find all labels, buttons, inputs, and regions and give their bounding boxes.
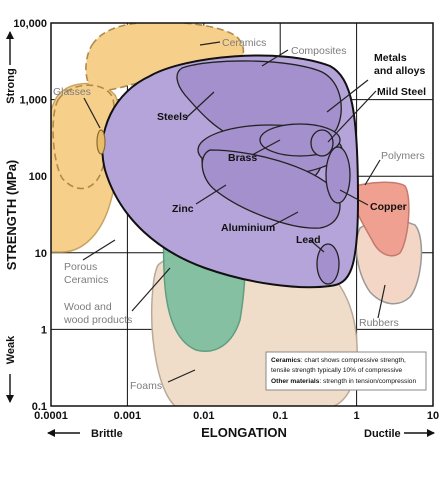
label-composites: Composites (291, 45, 346, 57)
y-tick-label: 1,000 (19, 95, 47, 107)
label-foams: Foams (130, 380, 162, 392)
x-tick-label: 0.01 (193, 410, 214, 422)
note-box: Ceramics: chart shows compressive streng… (265, 351, 427, 391)
x-brittle-label: Brittle (91, 428, 123, 440)
x-axis-title: ELONGATION (201, 425, 287, 440)
region-aluminium (201, 149, 341, 229)
plot-frame (50, 22, 434, 407)
label-copper: Copper (370, 201, 407, 213)
leader-lines (82, 41, 386, 383)
x-tick-label: 10 (427, 410, 439, 422)
region-ceramics (85, 23, 245, 92)
label-glasses: Glasses (53, 86, 91, 98)
y-tick-label: 100 (29, 171, 47, 183)
region-mild-steel (310, 129, 334, 157)
label-mild-steel: Mild Steel (377, 86, 426, 98)
label-brass: Brass (228, 152, 257, 164)
label-metals-and-alloys: Metals and alloys (374, 52, 426, 77)
y-tick-label: 10,000 (13, 18, 47, 30)
label-wood: Wood and wood products (63, 301, 132, 326)
svg-text:Other materials: strength in t: Other materials: strength in tension/com… (271, 378, 416, 385)
region-glasses-dot (96, 129, 106, 155)
region-glasses (52, 84, 115, 190)
label-steels: Steels (157, 111, 188, 123)
y-tick-labels: 0.1 1 10 100 1,000 10,000 (13, 18, 47, 413)
svg-text:Ceramics: chart shows compress: Ceramics: chart shows compressive streng… (271, 357, 406, 364)
note-ceramics-text-2: tensile strength typically 10% of compre… (271, 367, 403, 374)
region-lead (316, 243, 340, 285)
y-weak-label: Weak (5, 335, 17, 364)
note-other-label: Other materials (271, 378, 320, 385)
label-polymers: Polymers (381, 150, 425, 162)
label-aluminium: Aluminium (221, 222, 275, 234)
y-axis-title: STRENGTH (MPa) (4, 160, 19, 271)
x-tick-label: 0.0001 (34, 410, 68, 422)
y-strong-label: Strong (5, 68, 17, 103)
note-other-text: : strength in tension/compression (319, 378, 416, 385)
x-tick-label: 0.001 (114, 410, 142, 422)
label-lead: Lead (296, 234, 321, 246)
label-rubbers: Rubbers (359, 317, 399, 329)
x-ductile-label: Ductile (364, 428, 401, 440)
label-zinc: Zinc (172, 203, 194, 215)
region-polymers (351, 181, 410, 257)
note-ceramics-text: : chart shows compressive strength, (301, 357, 406, 364)
y-tick-label: 1 (41, 324, 47, 336)
region-copper (325, 146, 351, 204)
x-tick-label: 1 (354, 410, 360, 422)
note-ceramics-label: Ceramics (271, 357, 301, 364)
label-ceramics: Ceramics (222, 37, 266, 49)
x-tick-labels: 0.0001 0.001 0.01 0.1 1 10 (34, 410, 439, 422)
y-tick-label: 10 (35, 248, 47, 260)
x-tick-label: 0.1 (273, 410, 288, 422)
y-tick-label: 0.1 (32, 401, 47, 413)
label-porous-ceramics: Porous Ceramics (64, 261, 108, 286)
